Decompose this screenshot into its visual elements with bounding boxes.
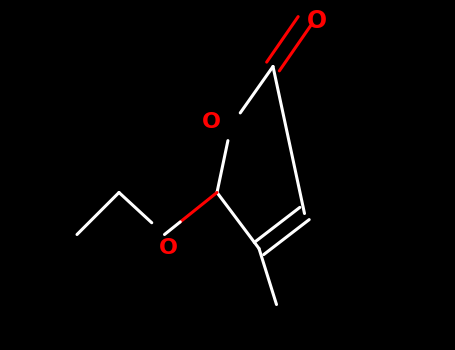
Text: O: O <box>307 9 327 33</box>
Text: O: O <box>158 238 177 259</box>
Text: O: O <box>202 112 221 133</box>
